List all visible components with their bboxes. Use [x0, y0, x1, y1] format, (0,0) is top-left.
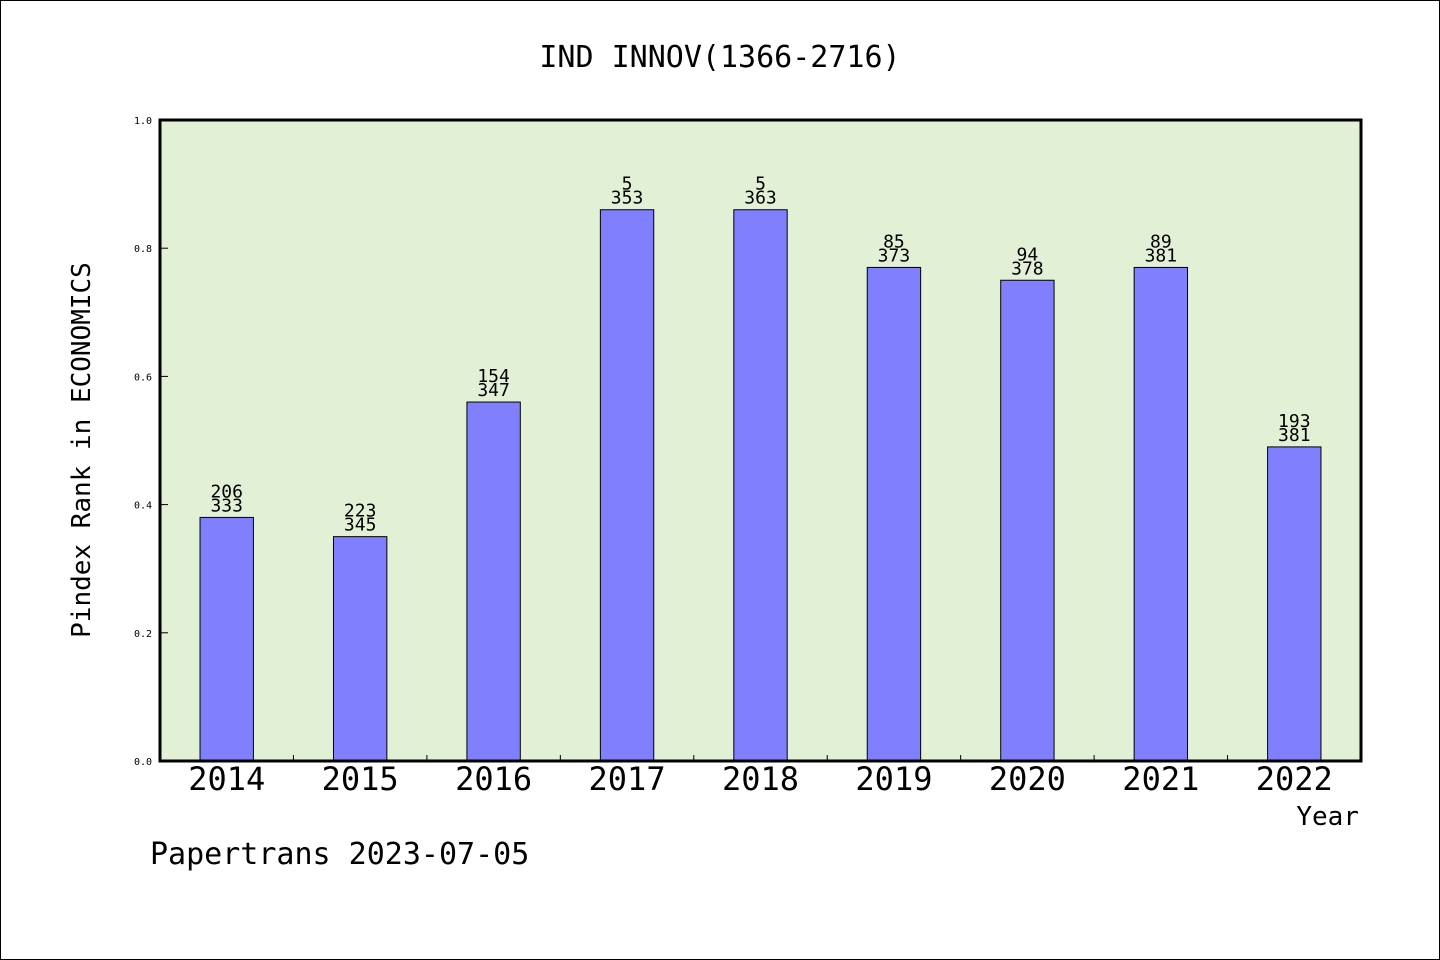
bar-total-label: 363 [744, 188, 777, 209]
bar-2020 [1000, 279, 1055, 762]
y-tick-label: 0.0 [134, 757, 152, 768]
bar-total-label: 378 [1011, 258, 1044, 279]
bar-rank-label: 206 [210, 481, 243, 502]
x-tick-label: 2021 [1122, 760, 1199, 798]
bar-rank-label: 193 [1278, 411, 1311, 432]
bar-total-label: 333 [210, 495, 243, 516]
bar-rank-label: 5 [755, 174, 766, 195]
y-tick-label: 0.4 [134, 501, 152, 512]
x-tick-label: 2014 [188, 760, 265, 798]
y-axis-label: Pindex Rank in ECONOMICS [67, 262, 97, 638]
bar-2018 [733, 209, 788, 762]
x-axis-ticks: 2014 2015 2016 2017 2018 2019 2020 2021 2022 [188, 755, 1333, 798]
x-tick-label: 2019 [855, 760, 932, 798]
bar-rank-label: 85 [883, 231, 905, 252]
bar-total-label: 347 [477, 380, 510, 401]
bar-total-label: 353 [611, 188, 644, 209]
y-tick-label: 0.8 [134, 244, 152, 255]
bar-rank-label: 223 [344, 501, 377, 522]
bar-rank-label: 89 [1150, 231, 1172, 252]
x-tick-label: 2017 [589, 760, 666, 798]
plot-border [158, 118, 1363, 763]
bar-rank-label: 154 [477, 366, 510, 387]
bar-total-label: 381 [1278, 425, 1311, 446]
footer-credit: Papertrans 2023-07-05 [150, 837, 529, 872]
x-tick-label: 2022 [1256, 760, 1333, 798]
bar-2021 [1133, 266, 1189, 762]
y-tick-label: 1.0 [134, 116, 152, 127]
bar-2014 [199, 516, 254, 762]
y-tick-label: 0.6 [134, 372, 152, 383]
bar-2016 [466, 401, 521, 762]
bar-total-label: 381 [1145, 245, 1178, 266]
y-tick-label: 0.2 [134, 629, 152, 640]
x-tick-label: 2020 [989, 760, 1066, 798]
bar-total-label: 345 [344, 515, 377, 536]
bar-rank-label: 94 [1017, 244, 1039, 265]
chart-title: IND INNOV(1366-2716) [539, 40, 900, 75]
x-tick-label: 2018 [722, 760, 799, 798]
bar-rank-label: 5 [622, 174, 633, 195]
x-axis-label: Year [1296, 802, 1359, 832]
x-tick-label: 2016 [455, 760, 532, 798]
bar-2017 [599, 209, 655, 762]
bar-2015 [332, 536, 388, 762]
bar-2022 [1267, 446, 1322, 762]
bar-total-label: 373 [878, 245, 911, 266]
x-tick-label: 2015 [322, 760, 399, 798]
bar-2019 [866, 266, 922, 762]
